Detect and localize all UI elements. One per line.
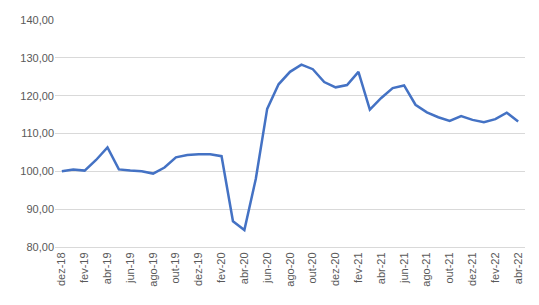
svg-text:abr-20: abr-20 [238, 252, 250, 284]
svg-text:90,00: 90,00 [26, 203, 54, 215]
svg-text:110,00: 110,00 [21, 127, 54, 139]
svg-text:ago-21: ago-21 [420, 252, 432, 286]
svg-text:jun-19: jun-19 [124, 252, 136, 284]
svg-text:jun-21: jun-21 [398, 252, 410, 284]
svg-text:out-21: out-21 [443, 252, 455, 283]
svg-text:abr-22: abr-22 [512, 252, 524, 284]
svg-text:130,00: 130,00 [20, 52, 54, 64]
svg-text:fev-20: fev-20 [215, 252, 227, 283]
svg-text:dez-18: dez-18 [55, 252, 67, 286]
svg-text:dez-20: dez-20 [329, 252, 341, 286]
svg-text:out-20: out-20 [306, 252, 318, 283]
svg-text:dez-21: dez-21 [466, 252, 478, 286]
svg-text:abr-21: abr-21 [375, 252, 387, 284]
svg-text:ago-20: ago-20 [284, 252, 296, 286]
svg-text:fev-19: fev-19 [78, 252, 90, 283]
svg-text:fev-22: fev-22 [489, 252, 501, 283]
svg-text:100,00: 100,00 [20, 165, 54, 177]
svg-text:jun-20: jun-20 [261, 252, 273, 284]
svg-text:out-19: out-19 [169, 252, 181, 283]
svg-text:80,00: 80,00 [26, 241, 54, 253]
svg-text:140,00: 140,00 [20, 14, 54, 26]
svg-text:ago-19: ago-19 [147, 252, 159, 286]
svg-text:fev-21: fev-21 [352, 252, 364, 283]
svg-text:120,00: 120,00 [20, 90, 54, 102]
svg-text:dez-19: dez-19 [192, 252, 204, 286]
svg-text:abr-19: abr-19 [101, 252, 113, 284]
